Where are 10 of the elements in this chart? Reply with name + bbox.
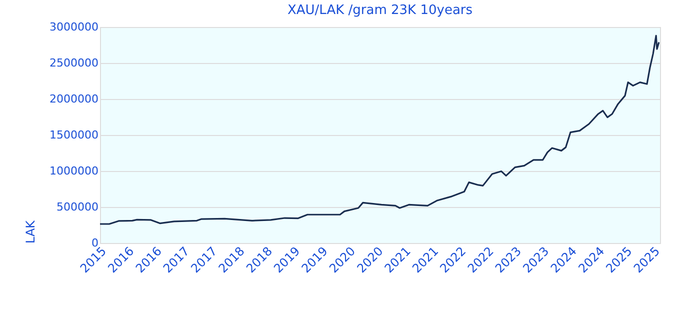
y-tick-label: 1500000 xyxy=(50,128,98,142)
y-axis-title: LAK xyxy=(24,219,38,244)
y-tick-label: 0 xyxy=(92,236,98,250)
line-series xyxy=(99,34,660,225)
y-tick-label: 3000000 xyxy=(50,20,98,34)
y-tick-label: 2000000 xyxy=(50,92,98,106)
y-tick-label: 1000000 xyxy=(50,164,98,178)
chart-title: XAU/LAK /gram 23K 10years xyxy=(287,3,473,18)
y-tick-label: 2500000 xyxy=(50,56,98,70)
y-tick-label: 500000 xyxy=(56,200,98,214)
